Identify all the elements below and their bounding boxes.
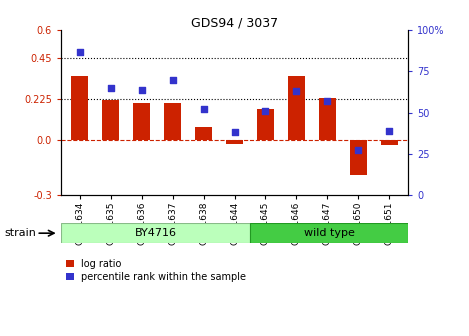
Point	[107, 85, 114, 91]
Bar	[381, 140, 398, 145]
Point	[169, 77, 176, 82]
Bar	[164, 103, 181, 140]
Bar	[133, 103, 150, 140]
Point	[200, 107, 207, 112]
Point	[293, 88, 300, 94]
Point	[355, 148, 362, 153]
Point	[262, 108, 269, 114]
Bar	[257, 109, 274, 140]
Point	[386, 128, 393, 133]
Bar	[350, 140, 367, 175]
Bar	[226, 140, 243, 144]
Bar	[102, 100, 119, 140]
Point	[138, 87, 145, 92]
Text: BY4716: BY4716	[135, 228, 177, 238]
Point	[324, 98, 331, 104]
Bar	[71, 76, 88, 140]
Text: strain: strain	[5, 228, 37, 238]
Point	[231, 130, 238, 135]
Bar	[61, 223, 250, 243]
Legend: log ratio, percentile rank within the sample: log ratio, percentile rank within the sa…	[66, 259, 246, 282]
Text: wild type: wild type	[304, 228, 355, 238]
Bar	[288, 76, 305, 140]
Point	[76, 49, 83, 54]
Bar	[250, 223, 408, 243]
Bar	[319, 98, 336, 140]
Bar	[195, 127, 212, 140]
Title: GDS94 / 3037: GDS94 / 3037	[191, 16, 278, 29]
